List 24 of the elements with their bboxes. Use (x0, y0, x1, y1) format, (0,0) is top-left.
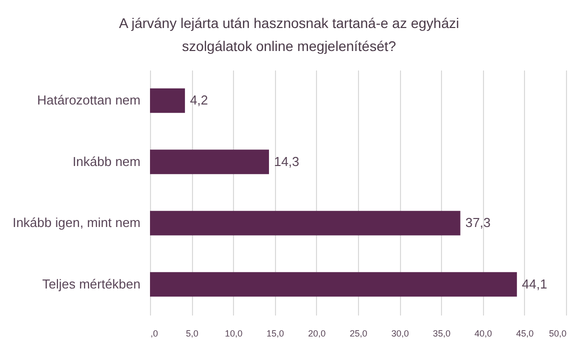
x-tick-label: 45,0 (516, 328, 534, 338)
data-label: 14,3 (274, 154, 300, 169)
x-tick-label: 35,0 (432, 328, 450, 338)
bar (150, 88, 185, 113)
bar (150, 272, 517, 297)
y-tick-label: Határozottan nem (37, 92, 140, 108)
x-tick-label: 20,0 (308, 328, 326, 338)
x-tick-label: 40,0 (474, 328, 492, 338)
chart-title: A járvány lejárta után hasznosnak tartaná-e az egyházi szolgálatok online megjelenítését? (118, 15, 460, 54)
x-tick-label: ,0 (150, 328, 158, 338)
x-tick-label: 10,0 (224, 328, 242, 338)
data-label: 37,3 (465, 215, 491, 230)
x-tick-label: 15,0 (266, 328, 284, 338)
y-tick-label: Inkább nem (72, 154, 140, 169)
x-tick-label: 30,0 (391, 328, 409, 338)
y-tick-label: Inkább igen, mint nem (12, 215, 140, 230)
bar (150, 210, 460, 236)
x-tick-label: 25,0 (350, 328, 368, 338)
x-tick-label: 5,0 (186, 328, 198, 338)
x-tick-label: 50,0 (548, 328, 566, 338)
bar (150, 150, 269, 174)
data-label: 44,1 (522, 276, 548, 292)
data-label: 4,2 (190, 92, 208, 108)
y-tick-label: Teljes mértékben (42, 276, 140, 292)
